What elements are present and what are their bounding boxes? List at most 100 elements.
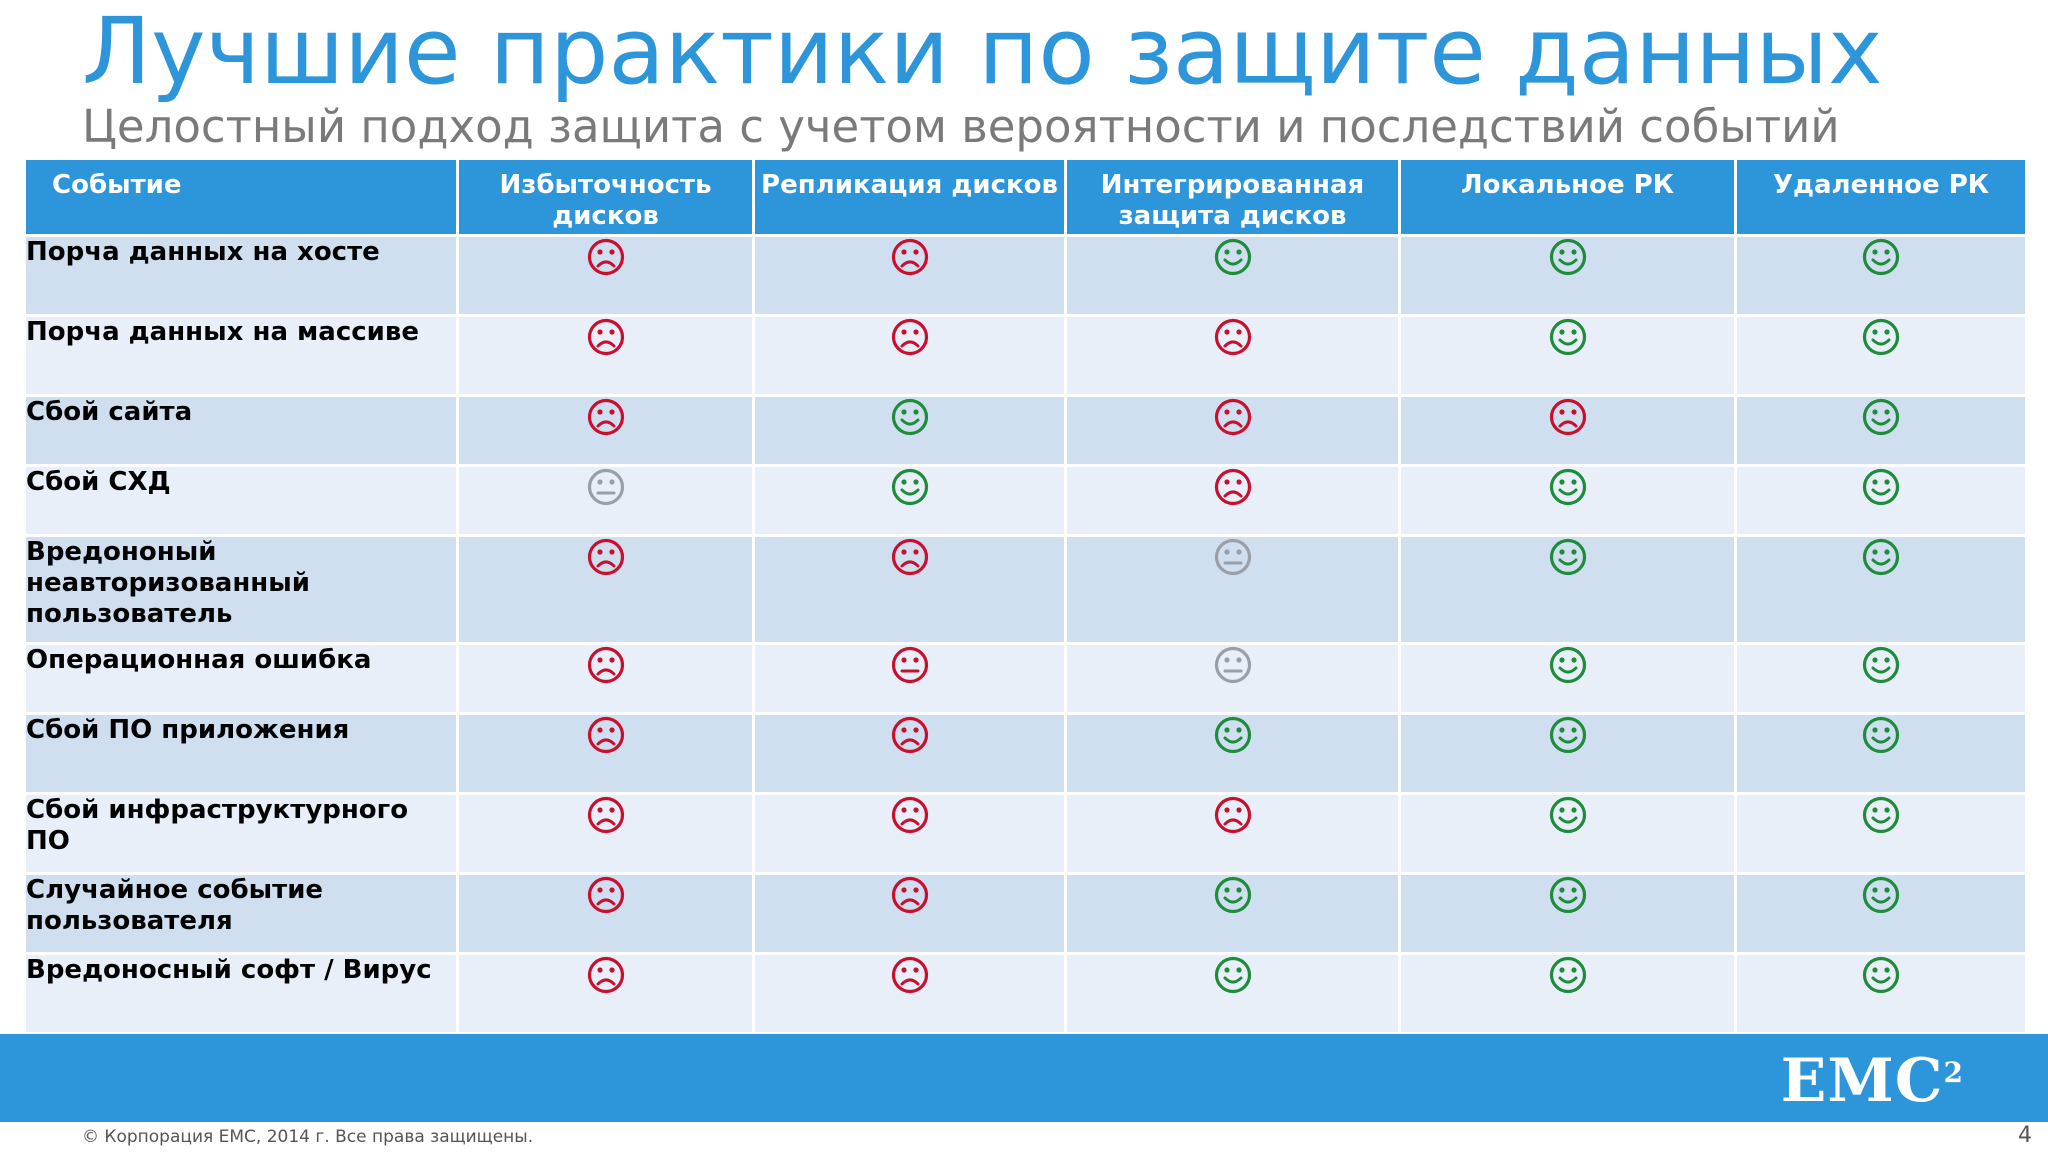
rating-cell — [1398, 534, 1737, 645]
sad-face-icon — [890, 875, 930, 915]
header-remote-backup: Удаленное РК — [1734, 157, 2028, 237]
rating-cell — [1064, 712, 1401, 795]
happy-face-icon — [1861, 645, 1901, 685]
rating-cell — [456, 872, 755, 955]
happy-face-icon — [1861, 715, 1901, 755]
sad-face-icon — [586, 317, 626, 357]
event-label: Вредононый неавторизованный пользователь — [23, 534, 459, 645]
rating-cell — [1734, 872, 2028, 955]
table-row: Сбой СХД — [23, 464, 2028, 537]
event-label: Сбой инфраструктурного ПО — [23, 792, 459, 875]
happy-face-icon — [1548, 537, 1588, 577]
table-row: Сбой ПО приложения — [23, 712, 2028, 795]
table-row: Вредононый неавторизованный пользователь — [23, 534, 2028, 645]
rating-cell — [1398, 234, 1737, 317]
happy-face-icon — [1213, 237, 1253, 277]
neutral-face-icon — [1213, 537, 1253, 577]
happy-face-icon — [1861, 537, 1901, 577]
happy-face-icon — [1548, 645, 1588, 685]
event-label: Сбой СХД — [23, 464, 459, 537]
rating-cell — [1398, 314, 1737, 397]
happy-face-icon — [1861, 237, 1901, 277]
page-number: 4 — [2018, 1123, 2032, 1148]
rating-cell — [1398, 642, 1737, 715]
sad-face-icon — [890, 537, 930, 577]
rating-cell — [752, 712, 1067, 795]
event-label: Сбой ПО приложения — [23, 712, 459, 795]
sad-face-icon — [586, 645, 626, 685]
neutral-face-icon — [1213, 645, 1253, 685]
sad-face-icon — [890, 955, 930, 995]
rating-cell — [456, 952, 755, 1035]
rating-cell — [1398, 792, 1737, 875]
copyright-text: © Корпорация EMC, 2014 г. Все права защи… — [82, 1127, 534, 1147]
header-disk-redundancy: Избыточность дисков — [456, 157, 755, 237]
rating-cell — [456, 712, 755, 795]
header-disk-replication: Репликация дисков — [752, 157, 1067, 237]
event-label: Сбой сайта — [23, 394, 459, 467]
rating-cell — [752, 464, 1067, 537]
happy-face-icon — [1861, 397, 1901, 437]
happy-face-icon — [1548, 467, 1588, 507]
happy-face-icon — [1548, 795, 1588, 835]
happy-face-icon — [1861, 467, 1901, 507]
sad-face-icon — [1213, 397, 1253, 437]
sad-face-icon — [586, 397, 626, 437]
happy-face-icon — [1548, 955, 1588, 995]
sad-face-icon — [890, 795, 930, 835]
happy-face-icon — [1213, 715, 1253, 755]
rating-cell — [1064, 234, 1401, 317]
rating-cell — [1398, 952, 1737, 1035]
rating-cell — [456, 314, 755, 397]
rating-cell — [1734, 534, 2028, 645]
sad-face-icon — [586, 955, 626, 995]
table-row: Сбой сайта — [23, 394, 2028, 467]
rating-cell — [752, 952, 1067, 1035]
protection-matrix-table: Событие Избыточность дисков Репликация д… — [23, 157, 2028, 1035]
neutral-face-icon — [586, 467, 626, 507]
rating-cell — [752, 394, 1067, 467]
header-event: Событие — [23, 157, 459, 237]
rating-cell — [1064, 394, 1401, 467]
happy-face-icon — [1861, 955, 1901, 995]
happy-face-icon — [890, 467, 930, 507]
rating-cell — [1398, 394, 1737, 467]
happy-face-icon — [890, 397, 930, 437]
event-label: Случайное событие пользователя — [23, 872, 459, 955]
rating-cell — [1734, 712, 2028, 795]
sad-face-icon — [586, 715, 626, 755]
sad-face-icon — [586, 237, 626, 277]
rating-cell — [1064, 642, 1401, 715]
rating-cell — [1734, 394, 2028, 467]
rating-cell — [1398, 464, 1737, 537]
table-row: Случайное событие пользователя — [23, 872, 2028, 955]
rating-cell — [456, 642, 755, 715]
slide-subtitle: Целостный подход защита с учетом вероятн… — [82, 100, 1840, 153]
rating-cell — [1734, 464, 2028, 537]
rating-cell — [1734, 642, 2028, 715]
table-row: Сбой инфраструктурного ПО — [23, 792, 2028, 875]
sad-face-icon — [1213, 795, 1253, 835]
table-header-row: Событие Избыточность дисков Репликация д… — [23, 157, 2028, 237]
sad-face-icon — [586, 795, 626, 835]
rating-cell — [1064, 792, 1401, 875]
table-row: Операционная ошибка — [23, 642, 2028, 715]
neutral-face-icon — [890, 645, 930, 685]
rating-cell — [1734, 792, 2028, 875]
rating-cell — [752, 872, 1067, 955]
header-local-backup: Локальное РК — [1398, 157, 1737, 237]
rating-cell — [1398, 872, 1737, 955]
rating-cell — [1064, 872, 1401, 955]
sad-face-icon — [890, 237, 930, 277]
rating-cell — [752, 314, 1067, 397]
happy-face-icon — [1861, 795, 1901, 835]
rating-cell — [1064, 314, 1401, 397]
rating-cell — [752, 792, 1067, 875]
emc-logo: EMC2 — [1780, 1046, 1964, 1116]
rating-cell — [1064, 952, 1401, 1035]
happy-face-icon — [1213, 875, 1253, 915]
rating-cell — [1398, 712, 1737, 795]
table-row: Порча данных на массиве — [23, 314, 2028, 397]
rating-cell — [456, 792, 755, 875]
rating-cell — [752, 534, 1067, 645]
